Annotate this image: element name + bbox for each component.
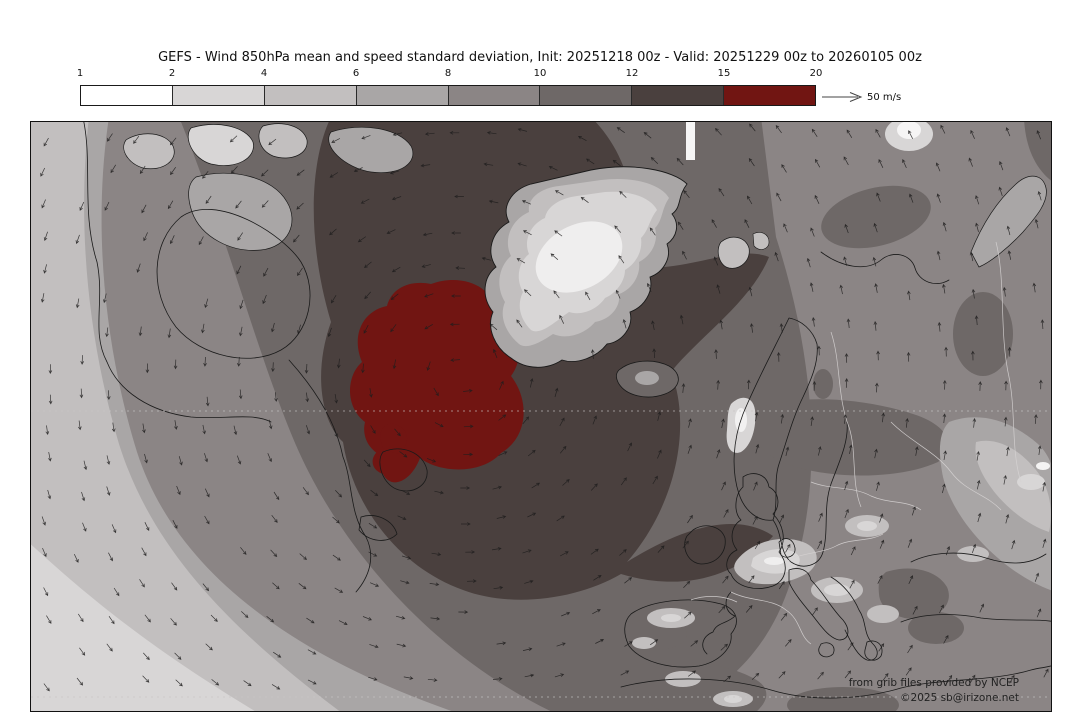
colorbar-segment [724, 86, 815, 105]
greenland-landmass [484, 166, 688, 368]
low-stddev-patches [632, 122, 1051, 707]
colorbar-segment [172, 86, 265, 105]
colorbar-tick-label: 1 [76, 68, 84, 79]
coastlines [83, 122, 1051, 699]
wind-barb-strokes [40, 123, 1049, 692]
wind-reference-arrow: 50 m/s [822, 88, 901, 106]
svalbard-islands [717, 232, 770, 269]
colorbar-legend: 1 2 4 6 8 10 12 15 20 [76, 68, 823, 110]
colorbar-tick-label: 2 [168, 68, 176, 79]
red-zone-fragment [380, 423, 408, 454]
page-title: GEFS - Wind 850hPa mean and speed standa… [158, 50, 922, 65]
southwest-gradient-bands [31, 122, 452, 711]
colorbar-segment [264, 86, 357, 105]
colorbar-segment [540, 86, 633, 105]
colorbar-tick-label: 8 [444, 68, 452, 79]
arctic-islands [123, 123, 414, 251]
attribution-line-1: from grib files provided by NCEP [848, 677, 1019, 689]
reference-arrow-icon [822, 92, 863, 102]
colorbar-tick-label: 6 [352, 68, 360, 79]
colorbar-tick-label: 15 [717, 68, 731, 79]
wind-barbs [40, 123, 1049, 692]
colorbar-segment [632, 86, 725, 105]
colorbar-tick-label: 12 [625, 68, 639, 79]
reference-arrow-label: 50 m/s [867, 91, 902, 103]
colorbar [80, 85, 816, 106]
colorbar-tick-labels: 1 2 4 6 8 10 12 15 20 [76, 68, 823, 83]
attribution-line-2: ©2025 sb@irizone.net [900, 692, 1019, 704]
colorbar-tick-label: 10 [533, 68, 547, 79]
colorbar-segment [81, 86, 173, 105]
weather-map: from grib files provided by NCEP ©2025 s… [30, 121, 1052, 712]
colorbar-segment [448, 86, 541, 105]
map-svg [31, 122, 1051, 711]
latitude-lines [31, 410, 1051, 698]
attribution: from grib files provided by NCEP ©2025 s… [849, 676, 1019, 706]
colorbar-tick-label: 4 [260, 68, 268, 79]
colorbar-segment [356, 86, 449, 105]
country-borders [690, 241, 1022, 645]
colorbar-tick-label: 20 [809, 68, 823, 79]
iceland-landmass [615, 360, 679, 398]
